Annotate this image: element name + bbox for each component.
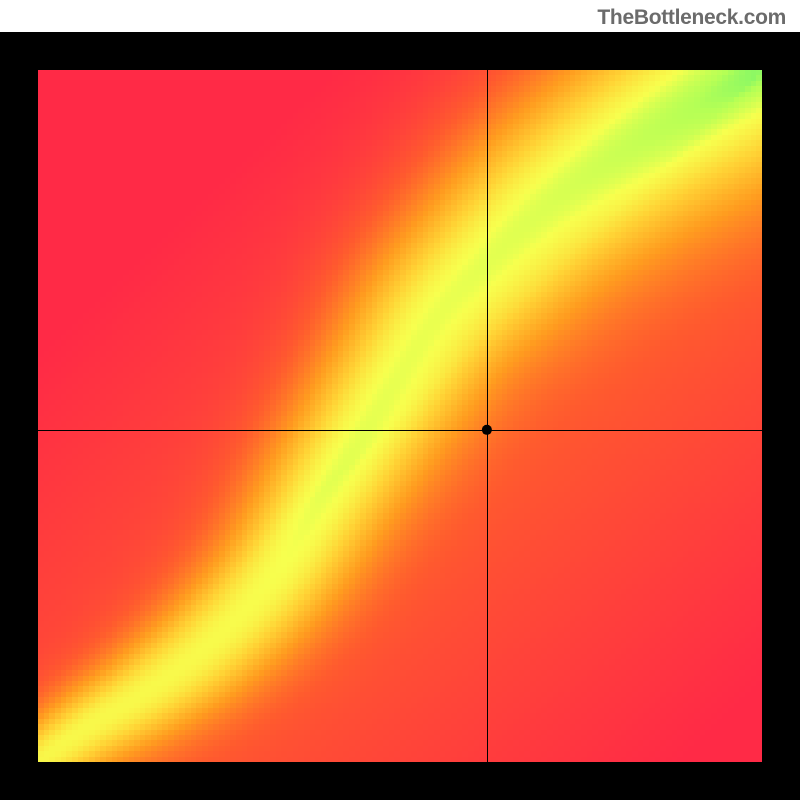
root: TheBottleneck.com [0,0,800,800]
bottleneck-heatmap [0,0,800,800]
watermark-text: TheBottleneck.com [597,6,786,30]
